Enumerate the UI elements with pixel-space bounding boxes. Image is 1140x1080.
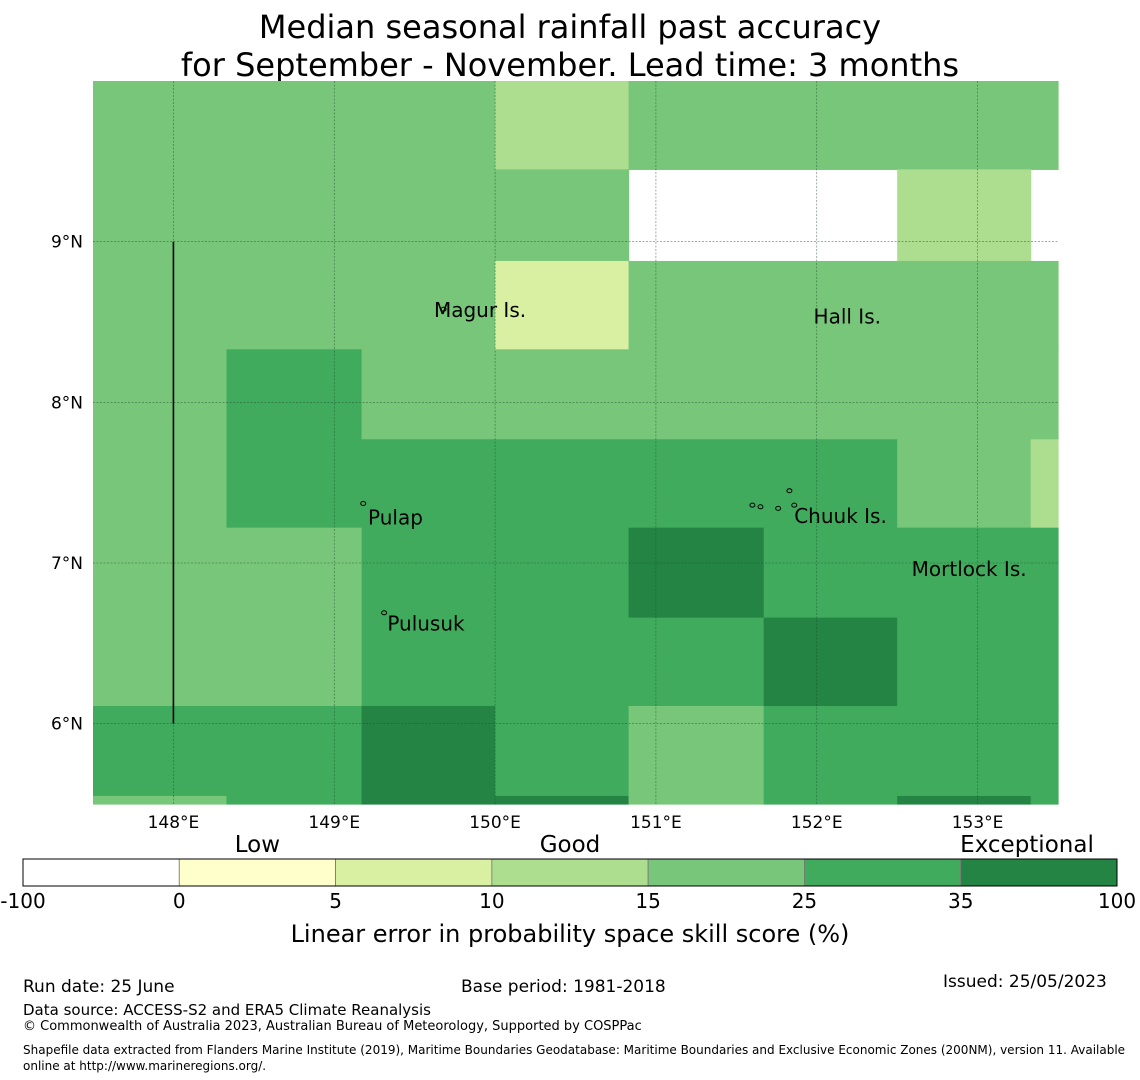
- colorbar-segment: [22, 858, 180, 887]
- x-tick-label: 150°E: [469, 813, 521, 833]
- skill-cell: [897, 795, 1032, 805]
- skill-cell: [495, 705, 630, 797]
- island-outline: [786, 488, 793, 494]
- island-outline: [757, 504, 764, 510]
- base-period: Base period: 1981-2018: [461, 977, 666, 997]
- skill-score-map: Magur Is. Hall Is. Pulap Chuuk Is. Mortlock …: [0, 81, 1136, 948]
- skill-cell: [361, 439, 898, 529]
- skill-cell: [897, 439, 1032, 529]
- data-source: Data source: ACCESS-S2 and ERA5 Climate …: [23, 1001, 431, 1019]
- x-tick-label: 148°E: [148, 813, 200, 833]
- colorbar-category-label: Exceptional: [960, 832, 1094, 858]
- x-tick-label: 149°E: [308, 813, 360, 833]
- island-outline: [775, 505, 782, 511]
- place-label: Chuuk Is.: [794, 504, 887, 528]
- skill-cell: [628, 527, 765, 619]
- place-label: Mortlock Is.: [912, 557, 1027, 581]
- colorbar: -100 0 5 10 15 25 35 100 Low Good Exceptional Linea…: [0, 832, 1136, 948]
- skill-cell: [93, 795, 228, 805]
- skill-cell: [495, 260, 630, 350]
- colorbar-segment: [335, 858, 493, 887]
- map-gridlines: [93, 81, 1058, 804]
- colorbar-segment: [491, 858, 649, 887]
- skill-cell: [361, 349, 1059, 440]
- skill-cell: [93, 81, 496, 178]
- axis-ticks: 148°E 149°E 150°E 151°E 152°E 153°E 9°N 8°N 7°N 6…: [51, 233, 1003, 833]
- skill-cell: [93, 705, 363, 797]
- issued-date: Issued: 25/05/2023: [943, 972, 1107, 992]
- colorbar-category-label: Low: [235, 832, 280, 858]
- colorbar-axis-label: Linear error in probability space skill …: [291, 920, 850, 948]
- colorbar-category-label: Good: [540, 832, 601, 858]
- island-outline: [360, 501, 367, 507]
- skill-cell: [361, 705, 496, 805]
- skill-cell: [226, 795, 363, 805]
- skill-cell: [93, 177, 496, 350]
- island-outline: [791, 502, 798, 508]
- island-outline: [749, 502, 756, 508]
- skill-cell: [763, 527, 1059, 619]
- skill-cell: [897, 705, 1032, 797]
- skill-cell: [1030, 439, 1059, 529]
- y-tick-label: 7°N: [51, 554, 83, 574]
- colorbar-segment: [804, 858, 962, 887]
- skill-cell: [495, 81, 630, 170]
- y-tick-label: 6°N: [51, 715, 83, 735]
- place-label: Magur Is.: [434, 298, 526, 322]
- island-outlines: [360, 306, 798, 616]
- skill-cell: [93, 349, 228, 707]
- shapefile-credit: Shapefile data extracted from Flanders M…: [23, 1043, 1126, 1073]
- skill-cell: [763, 705, 898, 805]
- colorbar-tick-label: 0: [173, 889, 186, 913]
- skill-cells: [93, 81, 1059, 805]
- place-label: Pulap: [368, 505, 423, 529]
- copyright-notice: © Commonwealth of Australia 2023, Austra…: [23, 1019, 642, 1034]
- colorbar-segment: [178, 858, 336, 887]
- y-tick-label: 9°N: [51, 233, 83, 253]
- colorbar-segment: [647, 858, 805, 887]
- colorbar-tick-label: 10: [479, 889, 504, 913]
- skill-cell: [226, 349, 363, 529]
- skill-cell: [763, 617, 898, 707]
- colorbar-tick-label: 5: [329, 889, 342, 913]
- chart-title-line-1: Median seasonal rainfall past accuracy: [258, 8, 882, 46]
- x-tick-label: 153°E: [952, 813, 1004, 833]
- x-tick-label: 151°E: [630, 813, 682, 833]
- y-tick-label: 8°N: [51, 393, 83, 413]
- place-labels: Magur Is. Hall Is. Pulap Chuuk Is. Mortlock …: [368, 298, 1027, 635]
- skill-cell: [628, 81, 1059, 170]
- island-outline: [440, 306, 447, 312]
- island-outline: [381, 610, 388, 616]
- colorbar-tick-label: -100: [0, 889, 45, 913]
- place-label: Pulusuk: [387, 611, 465, 635]
- colorbar-tick-label: 100: [1098, 889, 1136, 913]
- skill-cell: [361, 527, 630, 707]
- colorbar-tick-label: 35: [948, 889, 973, 913]
- skill-cell: [495, 795, 630, 805]
- skill-cell: [897, 169, 1032, 262]
- skill-cell: [628, 617, 765, 707]
- skill-cell: [628, 705, 765, 805]
- skill-cell: [1030, 705, 1059, 805]
- chart-title-line-2: for September - November. Lead time: 3 m…: [180, 46, 960, 84]
- place-label: Hall Is.: [814, 305, 881, 329]
- colorbar-tick-label: 15: [635, 889, 660, 913]
- skill-cell: [495, 169, 630, 262]
- run-date: Run date: 25 June: [23, 977, 175, 997]
- skill-cell: [628, 260, 1059, 350]
- x-tick-label: 152°E: [791, 813, 843, 833]
- colorbar-frame: [22, 858, 1118, 887]
- skill-cell: [226, 527, 363, 707]
- colorbar-tick-label: 25: [792, 889, 817, 913]
- colorbar-segment: [960, 858, 1118, 887]
